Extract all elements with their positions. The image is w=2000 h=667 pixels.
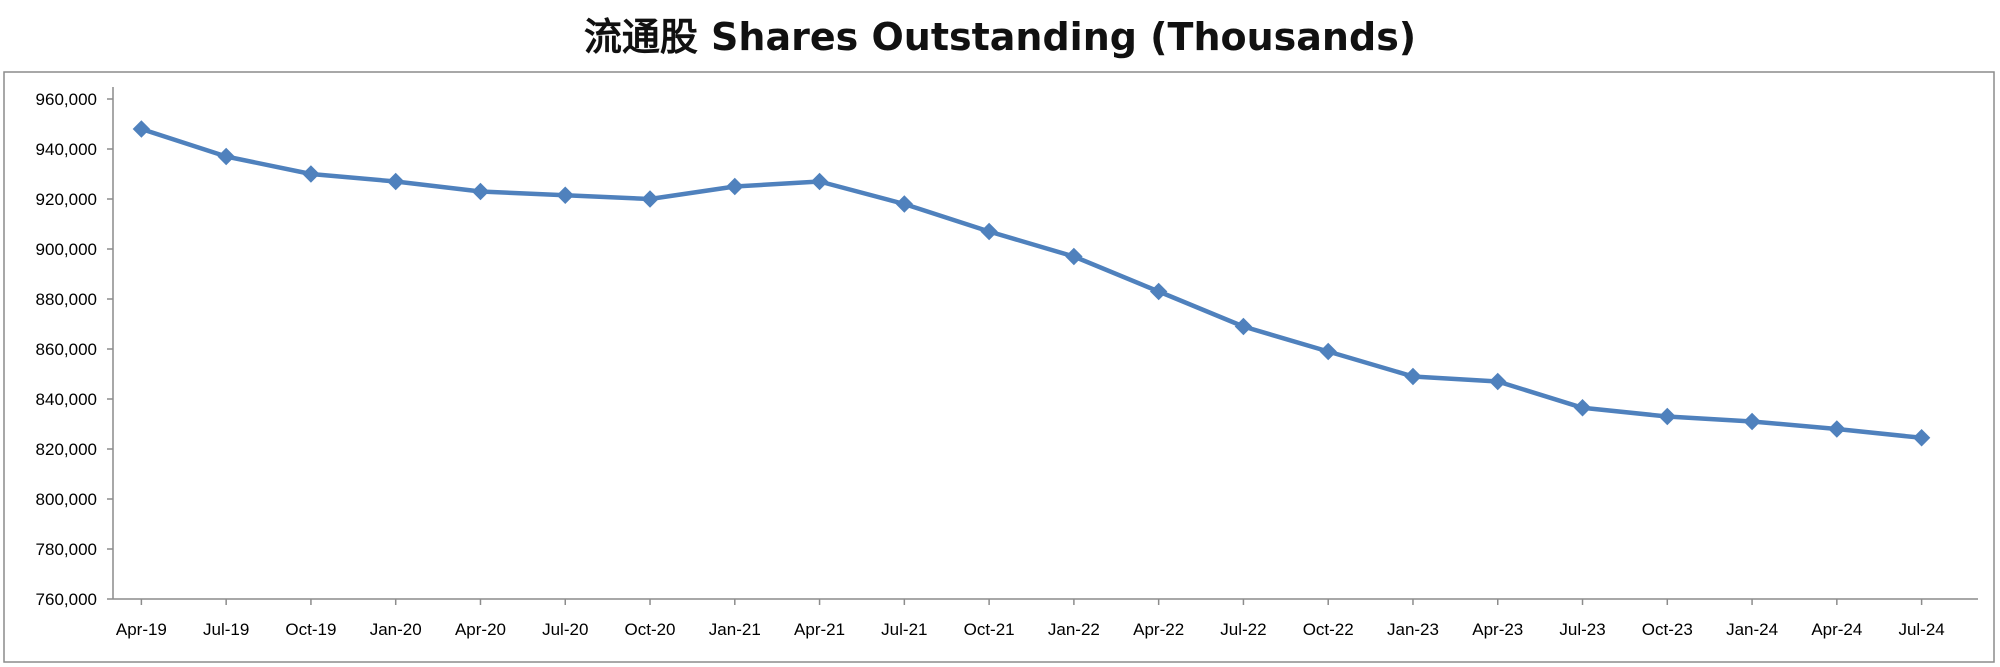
x-tick-label: Jul-24 [1898, 620, 1944, 639]
x-tick-label: Apr-22 [1133, 620, 1184, 639]
x-tick-label: Jul-19 [203, 620, 249, 639]
data-point [1658, 407, 1677, 426]
chart-title: 流通股 Shares Outstanding (Thousands) [583, 15, 1417, 59]
x-axis: Apr-19 Jul-19 Oct-19 Jan-20 Apr-20 Jul-20 Oct-… [113, 598, 1978, 639]
data-point [1828, 420, 1846, 438]
data-point [1404, 367, 1422, 386]
x-tick-label: Apr-23 [1472, 620, 1523, 639]
data-point [1234, 317, 1253, 336]
y-tick-label: 760,000 [36, 590, 97, 609]
x-tick-label: Jul-22 [1220, 620, 1266, 639]
data-point [1489, 372, 1507, 391]
data-point [810, 172, 829, 191]
data-point [641, 190, 659, 208]
y-tick-label: 880,000 [36, 290, 97, 309]
y-tick-label: 800,000 [36, 490, 97, 509]
x-tick-label: Jul-23 [1559, 620, 1605, 639]
y-tick-label: 780,000 [36, 540, 97, 559]
y-tick-label: 840,000 [36, 390, 97, 409]
x-tick-label: Apr-21 [794, 620, 845, 639]
x-tick-label: Jan-22 [1048, 620, 1100, 639]
data-point [1149, 282, 1168, 301]
data-point [471, 182, 490, 201]
data-point [895, 195, 914, 213]
data-point [980, 222, 998, 241]
data-point [726, 177, 744, 196]
y-tick-label: 820,000 [36, 440, 97, 459]
data-point [556, 186, 574, 204]
x-tick-label: Jan-23 [1387, 620, 1439, 639]
series-layer [132, 120, 1931, 447]
x-tick-label: Jan-24 [1726, 620, 1778, 639]
data-point [132, 120, 151, 138]
data-point [1573, 399, 1592, 417]
x-tick-label: Apr-19 [116, 620, 167, 639]
x-tick-label: Oct-22 [1303, 620, 1354, 639]
data-point [217, 147, 235, 166]
data-point [1743, 412, 1761, 431]
x-tick-label: Jul-21 [881, 620, 927, 639]
y-tick-label: 920,000 [36, 190, 97, 209]
x-tick-label: Oct-23 [1642, 620, 1693, 639]
y-tick-label: 860,000 [36, 340, 97, 359]
data-point [386, 172, 405, 191]
y-axis: 760,000 780,000 800,000 820,000 840,000 860,0… [36, 87, 114, 609]
x-tick-label: Oct-20 [625, 620, 676, 639]
data-point [1065, 247, 1083, 266]
x-tick-label: Jan-20 [370, 620, 422, 639]
series-line [139, 126, 1924, 441]
y-tick-label: 960,000 [36, 90, 97, 109]
x-tick-label: Oct-19 [285, 620, 336, 639]
x-tick-label: Apr-20 [455, 620, 506, 639]
y-tick-label: 940,000 [36, 140, 97, 159]
x-tick-label: Oct-21 [964, 620, 1015, 639]
plot-frame [3, 71, 1995, 663]
data-point [302, 165, 320, 183]
x-tick-label: Jul-20 [542, 620, 588, 639]
data-point [1912, 429, 1931, 447]
x-tick-label: Jan-21 [709, 620, 761, 639]
data-point [1319, 342, 1337, 361]
y-tick-label: 900,000 [36, 240, 97, 259]
x-tick-label: Apr-24 [1811, 620, 1862, 639]
